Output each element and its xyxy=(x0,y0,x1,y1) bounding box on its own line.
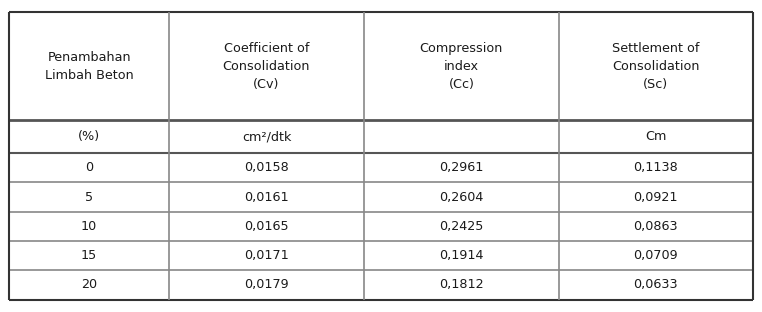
Text: 0,1138: 0,1138 xyxy=(633,161,678,174)
Text: 0,0161: 0,0161 xyxy=(244,191,289,203)
Text: 0,1812: 0,1812 xyxy=(439,278,484,291)
Text: 15: 15 xyxy=(81,249,98,262)
Text: Settlement of
Consolidation
(Sc): Settlement of Consolidation (Sc) xyxy=(612,42,700,91)
Text: 0,0158: 0,0158 xyxy=(244,161,289,174)
Text: 0,0171: 0,0171 xyxy=(244,249,289,262)
Text: (%): (%) xyxy=(78,130,100,143)
Text: 0,0921: 0,0921 xyxy=(633,191,678,203)
Text: cm²/dtk: cm²/dtk xyxy=(242,130,291,143)
Text: Cm: Cm xyxy=(645,130,667,143)
Text: 0,2425: 0,2425 xyxy=(439,220,484,233)
Text: 0: 0 xyxy=(85,161,93,174)
Text: Penambahan
Limbah Beton: Penambahan Limbah Beton xyxy=(45,51,133,82)
Text: Compression
index
(Cc): Compression index (Cc) xyxy=(420,42,503,91)
Text: 0,0165: 0,0165 xyxy=(244,220,289,233)
Text: 0,0863: 0,0863 xyxy=(633,220,678,233)
Text: Coefficient of
Consolidation
(Cv): Coefficient of Consolidation (Cv) xyxy=(223,42,310,91)
Text: 5: 5 xyxy=(85,191,93,203)
Text: 0,1914: 0,1914 xyxy=(439,249,484,262)
Text: 0,2604: 0,2604 xyxy=(439,191,484,203)
Text: 0,0709: 0,0709 xyxy=(633,249,678,262)
Text: 20: 20 xyxy=(81,278,98,291)
Text: 10: 10 xyxy=(81,220,98,233)
Text: 0,0179: 0,0179 xyxy=(244,278,289,291)
Text: 0,2961: 0,2961 xyxy=(439,161,484,174)
Text: 0,0633: 0,0633 xyxy=(633,278,678,291)
